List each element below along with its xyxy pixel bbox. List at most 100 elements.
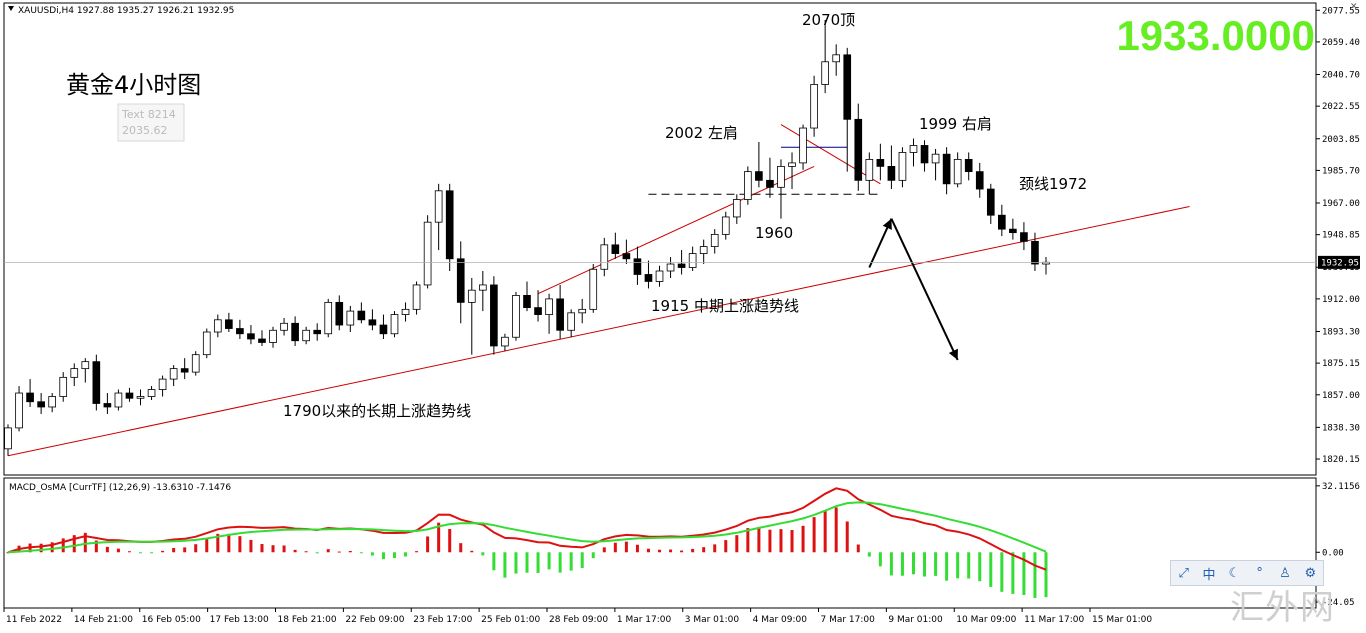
osma-bar	[293, 549, 297, 553]
close-icon[interactable]: ✕	[1350, 2, 1358, 12]
annotation-1960: 1960	[755, 224, 793, 242]
big-price: 1933.0000	[1116, 12, 1315, 59]
osma-bar	[139, 552, 143, 554]
candle-bull	[810, 84, 818, 129]
osma-bar	[72, 535, 76, 553]
osma-bar	[260, 544, 264, 553]
candle-bull	[501, 336, 509, 347]
osma-bar	[315, 552, 319, 554]
candle-bull	[821, 61, 829, 85]
candle-bear	[677, 263, 686, 268]
text-object-value: 2035.62	[122, 124, 168, 137]
osma-bar	[481, 552, 485, 556]
candle-bull	[512, 295, 520, 338]
osma-bar	[525, 552, 529, 573]
candle-bear	[456, 258, 465, 303]
candle-bear	[37, 401, 45, 408]
osma-bar	[624, 541, 628, 553]
time-tick-label: 4 Mar 09:00	[753, 615, 808, 625]
price-tick-label: 2003.85	[1322, 135, 1360, 145]
gear-icon[interactable]: ⚙	[1304, 565, 1317, 581]
price-tick-label: 1820.15	[1322, 455, 1360, 465]
time-tick-label: 25 Feb 01:00	[481, 615, 540, 625]
candle-bull	[191, 354, 200, 373]
osma-bar	[50, 542, 54, 553]
candle-bear	[180, 368, 189, 373]
candle-bear	[622, 253, 631, 260]
annotation-mid-trendline: 1915 中期上涨趋势线	[651, 297, 799, 315]
osma-bar	[735, 535, 739, 553]
price-tick-label: 1893.30	[1322, 327, 1360, 337]
time-tick-label: 15 Mar 01:00	[1092, 615, 1152, 625]
indicator-frame	[3, 477, 1317, 609]
candle-bull	[865, 159, 874, 181]
candle-bull	[423, 221, 432, 286]
osma-bar	[6, 552, 10, 554]
candle-bear	[335, 301, 344, 326]
candle-bear	[490, 284, 498, 347]
indicator-tick-label: 0.00	[1322, 548, 1344, 558]
candle-bull	[4, 427, 12, 450]
candle-bull	[600, 244, 609, 270]
candle-bull	[931, 153, 940, 164]
crosshair-icon[interactable]: ⤢	[1178, 565, 1189, 581]
candle-bear	[633, 258, 642, 275]
projection-arrows	[868, 218, 959, 361]
osma-bar	[271, 545, 275, 553]
time-tick-label: 11 Mar 17:00	[1024, 615, 1084, 625]
candle-bear	[942, 153, 951, 185]
annotation-right-shoulder: 1999 右肩	[919, 115, 992, 133]
osma-bar	[602, 547, 606, 553]
osma-bar	[1011, 552, 1015, 594]
osma-bar	[61, 538, 65, 553]
moon-icon[interactable]: ☾	[1228, 565, 1241, 581]
time-tick-label: 11 Feb 2022	[6, 615, 62, 625]
candle-bull	[158, 378, 167, 390]
osma-bar	[669, 549, 673, 553]
chart-toolbar: ⤢ 中 ☾ ° ♙ ⚙	[1170, 560, 1324, 586]
osma-bar	[514, 552, 518, 574]
osma-bar	[680, 550, 684, 553]
osma-bar	[834, 507, 838, 553]
osma-bar	[161, 550, 165, 553]
candle-bull	[59, 376, 68, 397]
osma-bar	[348, 550, 352, 553]
osma-bar	[989, 552, 993, 587]
candle-bull	[324, 301, 333, 335]
osma-bar	[83, 532, 87, 553]
candle-bull	[401, 308, 410, 315]
osma-bar	[304, 551, 308, 553]
candle-bull	[710, 233, 719, 247]
candle-bull	[169, 368, 178, 380]
candle-bull	[48, 396, 56, 408]
candle-bear	[920, 145, 929, 164]
price-tick-label: 1838.30	[1322, 423, 1360, 433]
candle-bull	[147, 389, 156, 397]
candle-bull	[346, 310, 355, 326]
osma-bar	[227, 533, 231, 553]
candle-bear	[964, 159, 973, 173]
language-icon[interactable]: 中	[1202, 567, 1216, 583]
settings-dots-icon[interactable]: °	[1256, 565, 1263, 581]
osma-bar	[878, 552, 882, 567]
osma-bar	[172, 548, 176, 553]
osma-bar	[127, 551, 131, 553]
osma-bar	[536, 552, 540, 573]
osma-bar	[978, 552, 982, 582]
osma-bar	[94, 540, 98, 553]
candle-bull	[479, 284, 487, 291]
text-object-name: Text 8214	[121, 108, 176, 121]
candle-bear	[1020, 232, 1028, 242]
user-icon[interactable]: ♙	[1279, 565, 1291, 581]
osma-bar	[923, 552, 927, 577]
candle-bull	[412, 284, 421, 310]
price-tick-label: 1948.85	[1322, 231, 1360, 241]
osma-bar	[492, 552, 496, 571]
candle-bull	[799, 127, 807, 164]
osma-bar	[967, 552, 971, 579]
osma-bar	[1044, 552, 1048, 598]
candle-bear	[854, 118, 863, 181]
annotation-neckline: 颈线1972	[1019, 175, 1087, 193]
candle-bull	[953, 159, 962, 185]
candle-bull	[732, 199, 741, 218]
